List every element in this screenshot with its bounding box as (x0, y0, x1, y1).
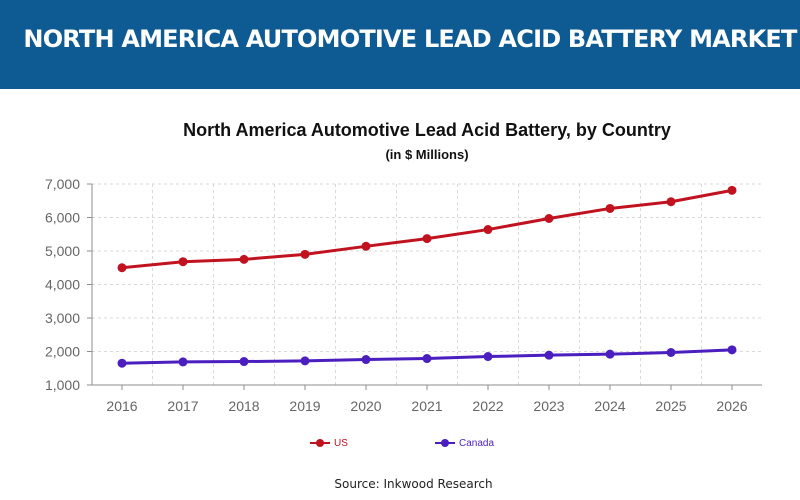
data-point-canada (117, 358, 127, 368)
data-point-us (178, 257, 188, 267)
data-point-canada (361, 355, 371, 365)
legend-marker-us (310, 438, 330, 448)
y-tick-label: 7,000 (45, 176, 80, 192)
data-point-canada (727, 345, 737, 355)
y-tick-label: 3,000 (45, 310, 80, 326)
y-tick-label: 4,000 (45, 277, 80, 293)
data-point-us (300, 249, 310, 259)
data-point-canada (422, 354, 432, 364)
legend-marker-canada (435, 438, 455, 448)
data-point-canada (239, 357, 249, 367)
legend-label-us: US (334, 437, 348, 449)
data-point-canada (605, 349, 615, 359)
x-tick-label: 2026 (716, 398, 747, 414)
x-tick-label: 2025 (655, 398, 686, 414)
chart-subtitle: (in $ Millions) (385, 147, 469, 162)
page-title: NORTH AMERICA AUTOMOTIVE LEAD ACID BATTE… (23, 25, 797, 53)
x-tick-label: 2019 (289, 398, 320, 414)
chart-title: North America Automotive Lead Acid Batte… (183, 120, 671, 140)
x-tick-label: 2021 (411, 398, 442, 414)
data-point-canada (483, 352, 493, 362)
y-tick-label: 5,000 (45, 243, 80, 259)
data-point-us (239, 254, 249, 264)
y-tick-label: 1,000 (45, 377, 80, 393)
x-tick-label: 2016 (106, 398, 137, 414)
data-point-canada (300, 356, 310, 366)
y-tick-label: 2,000 (45, 344, 80, 360)
source-note: Source: Inkwood Research (334, 477, 493, 491)
data-point-canada (666, 348, 676, 358)
x-tick-label: 2018 (228, 398, 259, 414)
data-point-us (727, 185, 737, 195)
data-point-us (666, 197, 676, 207)
data-point-us (361, 241, 371, 251)
data-point-us (544, 214, 554, 224)
x-tick-label: 2024 (594, 398, 625, 414)
legend-item-us: US (310, 436, 348, 450)
legend-label-canada: Canada (459, 437, 495, 449)
data-point-canada (178, 357, 188, 367)
data-point-us (483, 225, 493, 235)
data-point-us (117, 263, 127, 273)
data-point-us (605, 203, 615, 213)
x-tick-label: 2017 (167, 398, 198, 414)
x-tick-label: 2022 (472, 398, 503, 414)
header-banner: NORTH AMERICA AUTOMOTIVE LEAD ACID BATTE… (0, 0, 800, 89)
data-point-canada (544, 350, 554, 360)
data-point-us (422, 234, 432, 244)
x-tick-label: 2023 (533, 398, 564, 414)
y-tick-label: 6,000 (45, 210, 80, 226)
x-tick-label: 2020 (350, 398, 381, 414)
legend-item-canada: Canada (435, 436, 494, 450)
